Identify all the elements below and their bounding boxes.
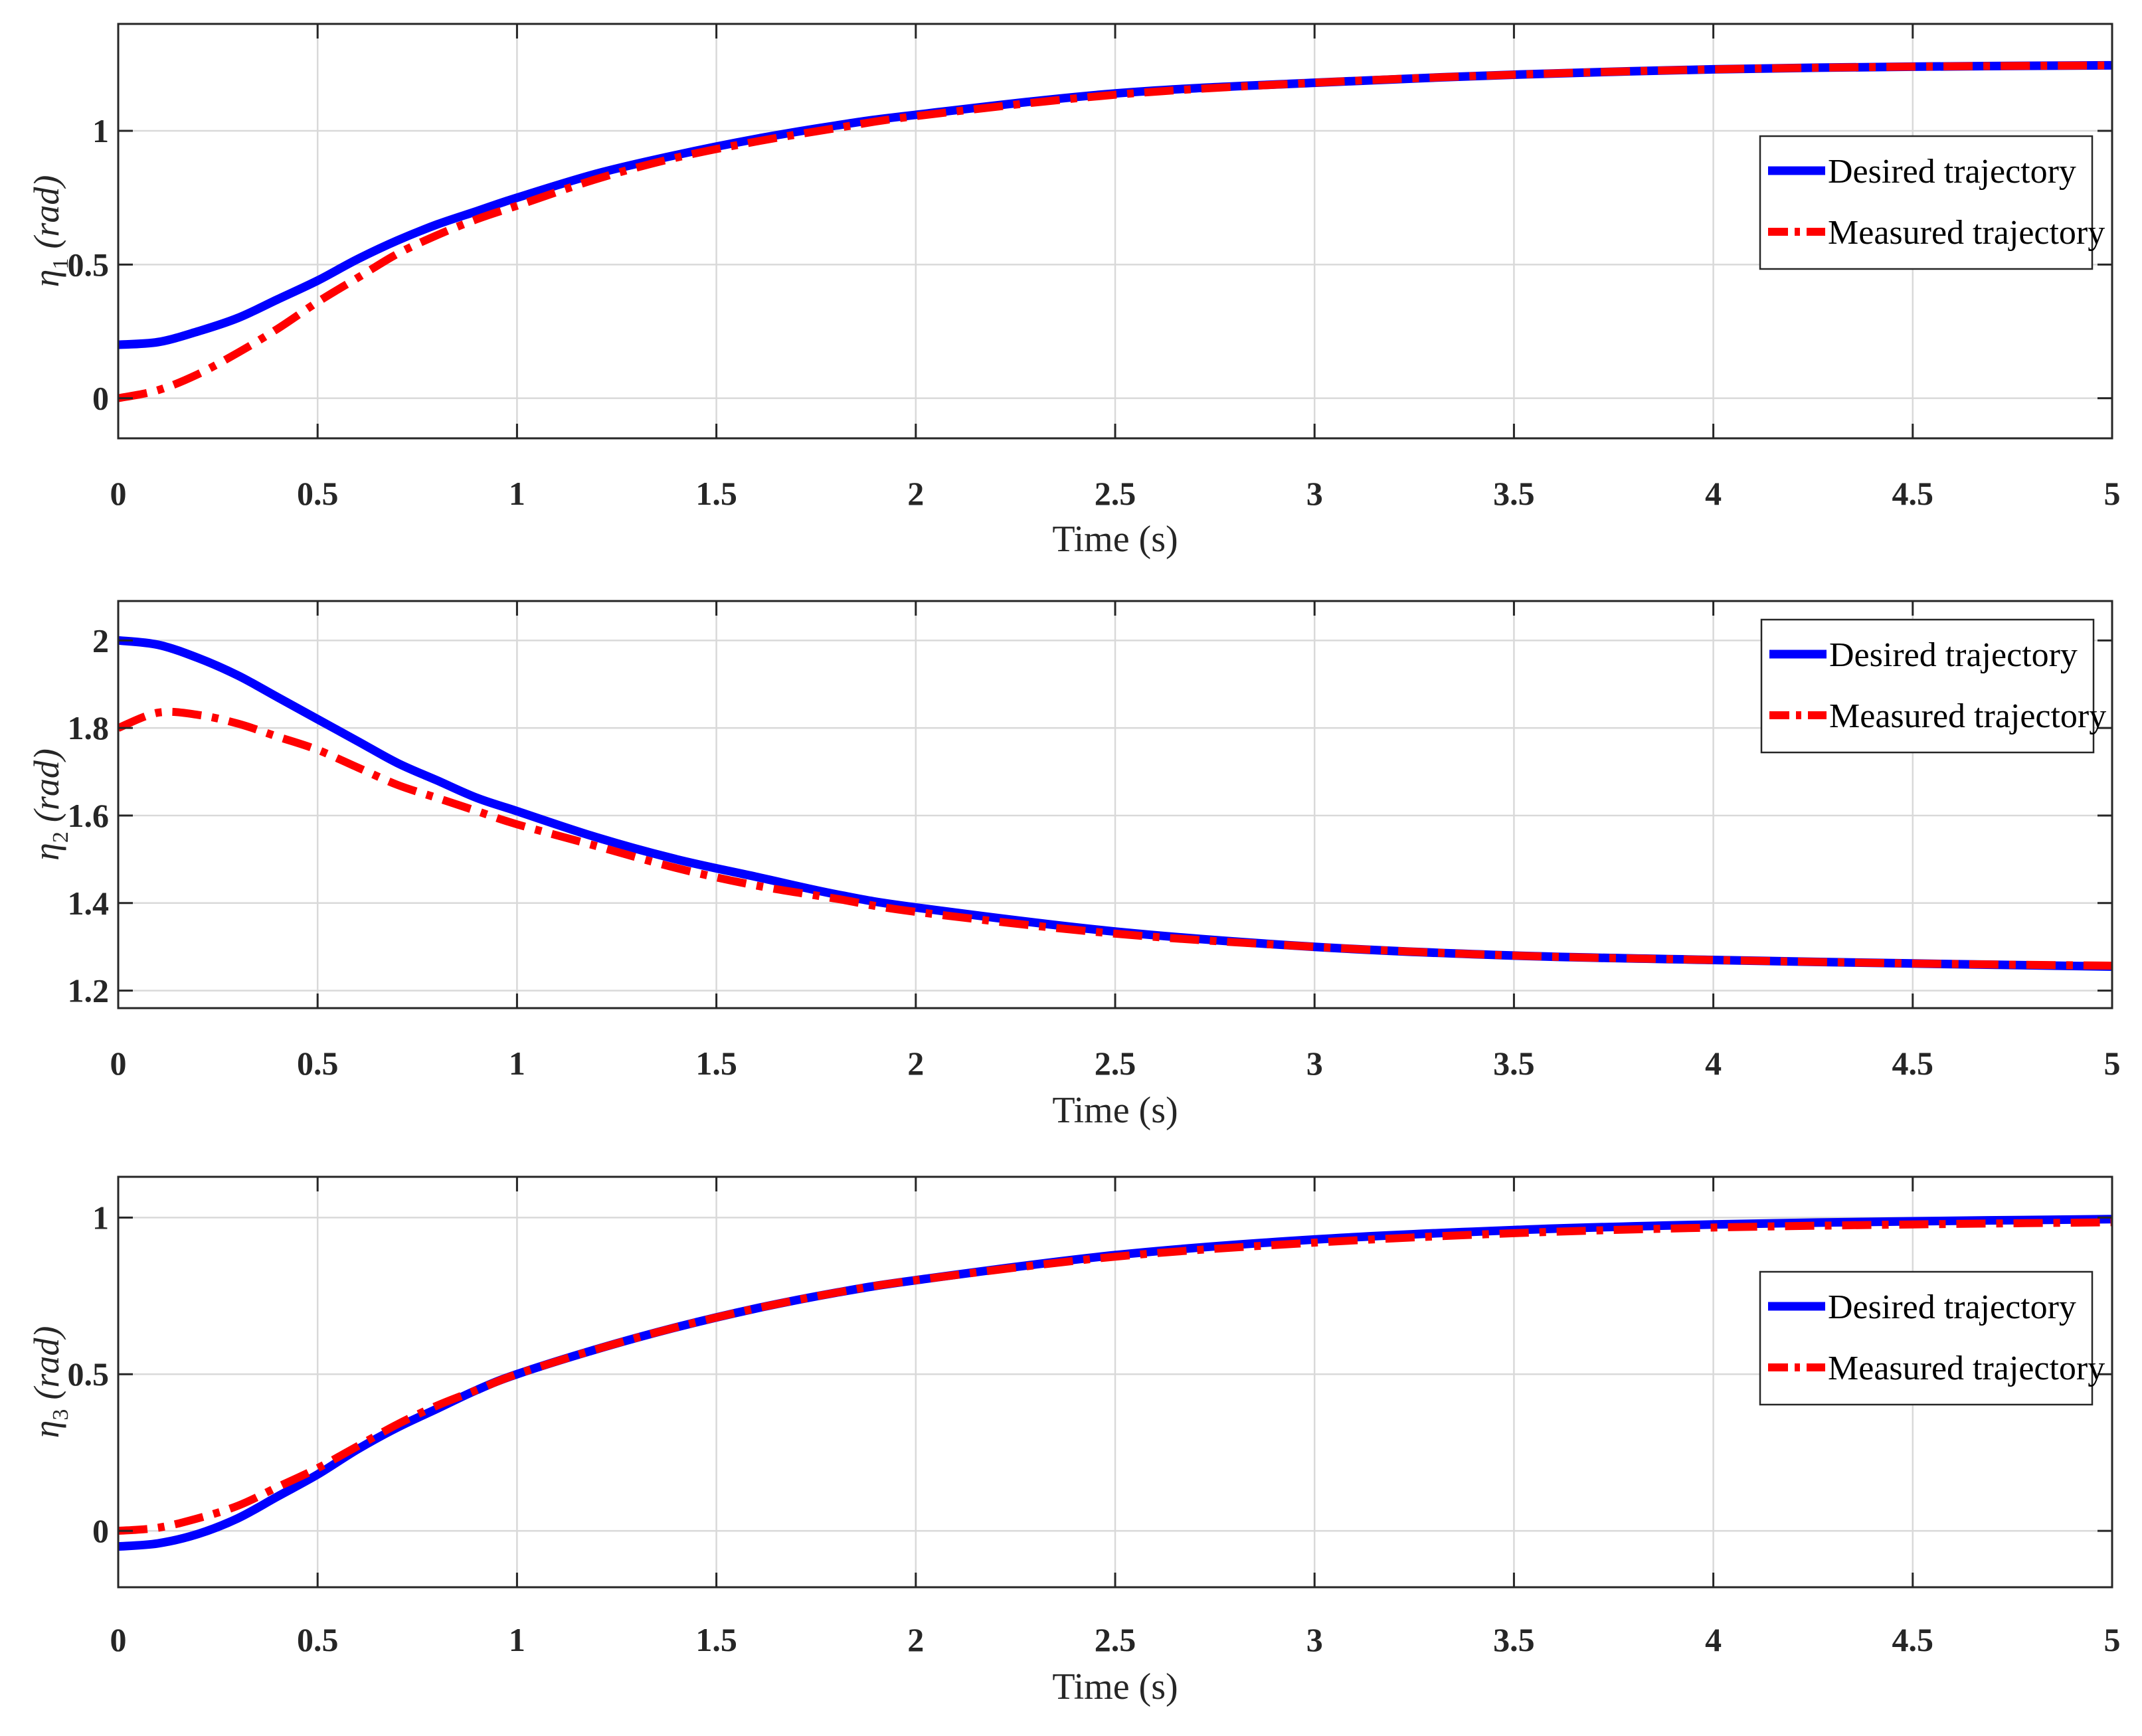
x-tick-label: 4 — [1705, 1045, 1722, 1082]
y-axis-label: η1(rad) — [27, 175, 73, 288]
legend-label: Desired trajectory — [1829, 636, 2078, 674]
y-tick-label: 0 — [92, 380, 109, 417]
x-tick-label: 1 — [509, 475, 525, 512]
y-axis-label: η2(rad) — [27, 748, 73, 861]
x-tick-label: 0.5 — [297, 1621, 339, 1658]
x-tick-label: 1.5 — [695, 1045, 737, 1082]
legend: Desired trajectory Measured trajectory — [1759, 135, 2105, 270]
y-tick-label: 1 — [92, 112, 109, 149]
x-tick-label: 2 — [907, 475, 924, 512]
x-tick-label: 4.5 — [1892, 1045, 1934, 1082]
x-axis-label: Time (s) — [1052, 1090, 1178, 1131]
x-tick-label: 2 — [907, 1045, 924, 1082]
x-tick-label: 2 — [907, 1621, 924, 1658]
y-axis-label: η3(rad) — [27, 1326, 73, 1438]
panel-2: 0 0.5 1 1.5 2 2.5 3 3.5 4 4.5 5 1.2 1.4 1.6 1.8 2 Time (… — [27, 600, 2121, 1131]
x-tick-label: 0.5 — [297, 475, 339, 512]
x-tick-label: 1.5 — [695, 1621, 737, 1658]
legend: Desired trajectory Measured trajectory — [1760, 618, 2106, 754]
legend-label: Measured trajectory — [1829, 697, 2106, 735]
y-tick-label: 0.5 — [68, 1355, 110, 1393]
legend-box — [1760, 618, 2095, 754]
y-tick-label: 1.6 — [68, 797, 110, 834]
x-tick-label: 2.5 — [1095, 1621, 1136, 1658]
x-tick-label: 0 — [110, 475, 127, 512]
x-tick-label: 4.5 — [1892, 475, 1934, 512]
legend-label: Desired trajectory — [1828, 153, 2076, 191]
x-tick-label: 1 — [509, 1621, 525, 1658]
x-tick-label: 5 — [2104, 1621, 2121, 1658]
x-tick-label: 0.5 — [297, 1045, 339, 1082]
x-tick-label: 3.5 — [1493, 475, 1535, 512]
x-axis-label: Time (s) — [1052, 519, 1178, 560]
x-tick-label: 3.5 — [1493, 1045, 1535, 1082]
x-tick-label: 1 — [509, 1045, 525, 1082]
x-tick-label: 3.5 — [1493, 1621, 1535, 1658]
legend: Desired trajectory Measured trajectory — [1759, 1270, 2105, 1406]
x-tick-label: 0 — [110, 1621, 127, 1658]
legend-label: Measured trajectory — [1828, 1349, 2105, 1387]
x-tick-label: 4 — [1705, 1621, 1722, 1658]
x-tick-label: 0 — [110, 1045, 127, 1082]
x-tick-label: 2.5 — [1095, 475, 1136, 512]
x-axis-label: Time (s) — [1052, 1666, 1178, 1707]
y-tick-label: 2 — [92, 622, 109, 659]
legend-label: Measured trajectory — [1828, 214, 2105, 252]
x-tick-label: 4 — [1705, 475, 1722, 512]
y-tick-label: 0.5 — [68, 246, 110, 283]
y-tick-label: 1 — [92, 1199, 109, 1236]
y-tick-label: 1.4 — [68, 885, 110, 922]
series-line-desired-trajectory — [118, 636, 2112, 971]
legend-box — [1759, 1270, 2094, 1406]
x-tick-label: 5 — [2104, 1045, 2121, 1082]
x-tick-label: 4.5 — [1892, 1621, 1934, 1658]
y-tick-label: 1.8 — [68, 709, 110, 746]
x-tick-label: 3 — [1306, 475, 1323, 512]
series-line-measured-trajectory — [118, 707, 2112, 970]
legend-box — [1759, 135, 2094, 270]
panel-3: 0 0.5 1 1.5 2 2.5 3 3.5 4 4.5 5 0 0.5 1 Time (s) η3(rad… — [27, 1175, 2121, 1707]
x-tick-label: 1.5 — [695, 475, 737, 512]
y-tick-label: 0 — [92, 1512, 109, 1549]
y-tick-label: 1.2 — [68, 972, 110, 1009]
legend-label: Desired trajectory — [1828, 1288, 2076, 1326]
series-line-measured-trajectory — [118, 61, 2112, 402]
x-tick-label: 3 — [1306, 1621, 1323, 1658]
panel-1: 0 0.5 1 1.5 2 2.5 3 3.5 4 4.5 5 0 0.5 1 Time (s) η1(rad… — [27, 23, 2121, 560]
x-tick-label: 3 — [1306, 1045, 1323, 1082]
x-tick-label: 5 — [2104, 475, 2121, 512]
series-line-measured-trajectory — [118, 1218, 2112, 1535]
x-tick-label: 2.5 — [1095, 1045, 1136, 1082]
